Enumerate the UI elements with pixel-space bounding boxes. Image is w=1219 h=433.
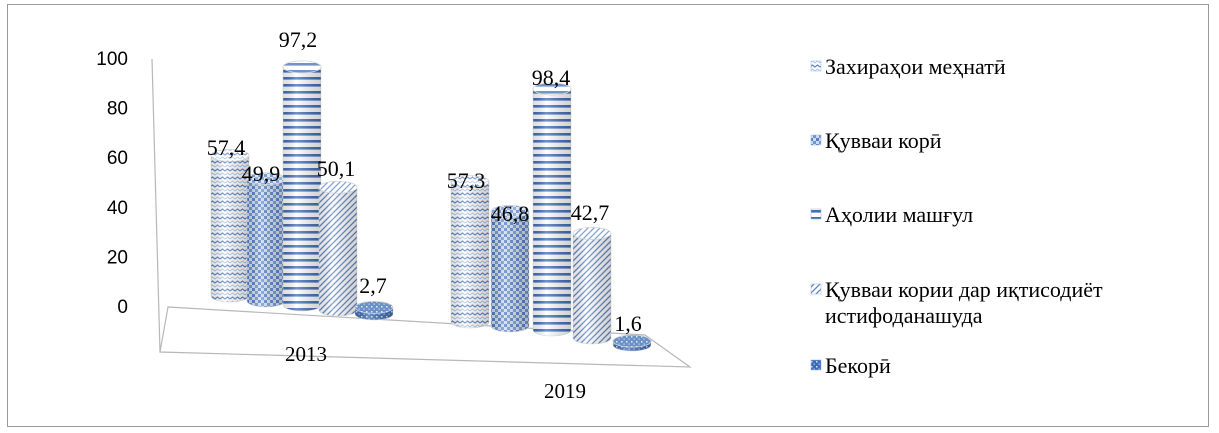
data-label: 46,8 [491, 201, 530, 226]
legend-swatch [810, 134, 822, 146]
legend-label: Қувваи корӣ [825, 128, 942, 153]
x-category-label: 2019 [544, 379, 586, 403]
bar-2013-2 [246, 172, 286, 308]
legend-item-2: Қувваи корӣ [810, 128, 942, 153]
legend-label: Қувваи кории дар иқтисодиёт [825, 277, 1103, 302]
bar-2019-2 [490, 204, 530, 333]
data-label: 97,2 [279, 27, 318, 52]
data-label: 50,1 [317, 156, 356, 181]
y-tick-label: 60 [107, 148, 128, 169]
data-label: 57,4 [207, 135, 246, 160]
bar-2013-3 [282, 60, 322, 312]
legend-swatch [810, 359, 822, 371]
bar-2013-5 [354, 300, 394, 321]
data-label: 98,4 [532, 65, 571, 90]
legend-item-4: Қувваи кории дар иқтисодиётистифоданашуд… [810, 277, 1103, 328]
legend-swatch [810, 208, 822, 220]
data-label: 2,7 [359, 273, 387, 298]
bar-2019-4 [572, 226, 612, 345]
bar-2013-4 [318, 180, 358, 317]
legend-swatch [810, 60, 822, 72]
chart-floor [159, 306, 692, 368]
legend-label: Бекорӣ [825, 353, 891, 378]
y-tick-label: 80 [107, 99, 128, 120]
legend-item-3: Аҳолии машғул [810, 202, 973, 227]
legend-item-5: Бекорӣ [810, 353, 891, 378]
bar-2019-3 [532, 82, 572, 337]
x-category-label: 2013 [285, 342, 327, 366]
data-label: 1,6 [614, 311, 642, 336]
bar-2019-5 [612, 334, 652, 352]
y-tick-label: 0 [117, 297, 128, 318]
data-label: 57,3 [447, 168, 486, 193]
data-label: 42,7 [571, 200, 610, 225]
legend-item-1: Захираҳои меҳнатӣ [810, 54, 1006, 79]
bar-2013-1 [210, 148, 250, 303]
legend-label: истифоданашуда [825, 303, 983, 328]
legend-label: Захираҳои меҳнатӣ [825, 54, 1006, 79]
bar-2019-1 [450, 175, 490, 329]
y-tick-label: 40 [107, 198, 128, 219]
data-label: 49,9 [242, 161, 281, 186]
legend-label: Аҳолии машғул [825, 202, 973, 227]
legend-swatch [810, 283, 822, 295]
y-tick-label: 100 [96, 49, 128, 70]
y-tick-label: 20 [107, 247, 128, 268]
y-axis-line [151, 58, 161, 353]
